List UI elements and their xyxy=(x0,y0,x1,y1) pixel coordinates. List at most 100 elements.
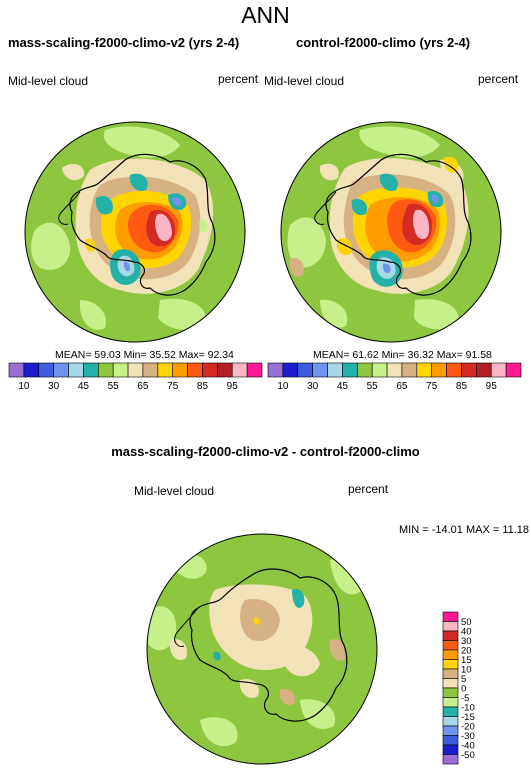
panel1-colorbar-box xyxy=(157,362,174,378)
panel2-colorbar-box xyxy=(490,362,507,378)
panel2-colorbar-box xyxy=(416,362,433,378)
panel2-colorbar-box xyxy=(461,362,477,378)
panel1-units-label: percent xyxy=(218,72,259,86)
panel2-colorbar-box xyxy=(297,362,313,378)
diff-colorbar-box xyxy=(442,725,459,736)
panel1-colorbar-box xyxy=(38,362,54,378)
diff-colorbar-tick-label: -5 xyxy=(461,693,469,704)
panel1-coastline xyxy=(69,153,216,296)
diff-colorbar-tick-label: 40 xyxy=(461,627,472,638)
diff-colorbar-box xyxy=(442,678,459,689)
diff-colorbar-tick-label: 15 xyxy=(461,655,472,666)
panel2-colorbar-box xyxy=(476,362,492,378)
diff-colorbar-tick-label: -10 xyxy=(461,703,475,714)
panel2-colorbar-box xyxy=(431,362,447,378)
panel2-colorbar: 10 30 45 55 65 75 85 95 xyxy=(267,362,522,392)
diff-colorbar-box xyxy=(442,687,459,698)
panel1-colorbar-box xyxy=(8,362,25,378)
panel1-map-border xyxy=(24,121,246,343)
diff-colorbar-box xyxy=(442,630,459,641)
diff-colorbar-tick-label: 20 xyxy=(461,646,472,657)
diff-colorbar-box xyxy=(442,659,459,670)
diff-colorbar-tick-label: -20 xyxy=(461,722,475,733)
diff-colorbar-tick-label: 30 xyxy=(461,636,472,647)
diff-title: mass-scaling-f2000-climo-v2 - control-f2… xyxy=(111,444,420,459)
panel1-colorbar-box xyxy=(142,362,159,378)
panel1-variable-label: Mid-level cloud xyxy=(8,74,89,88)
diff-colorbar-tick-label: 50 xyxy=(461,617,472,628)
diff-coastline xyxy=(189,568,348,722)
panel1-colorbar-box xyxy=(112,362,129,378)
panel2-colorbar-box xyxy=(342,362,358,378)
panel1-colorbar-box xyxy=(202,362,218,378)
panel2-map xyxy=(281,122,501,342)
panel1-colorbar-box xyxy=(68,362,84,378)
panel1-colorbar-box xyxy=(217,362,233,378)
panel2-colorbar-tick-label: 30 xyxy=(307,381,319,392)
diff-colorbar-box xyxy=(442,754,459,765)
panel1-colorbar-box xyxy=(246,362,263,378)
panel1-colorbar-tick-label: 85 xyxy=(197,381,209,392)
panel2-coastline xyxy=(325,153,472,296)
panel1-colorbar-box xyxy=(83,362,99,378)
panel2-colorbar-box xyxy=(356,362,373,378)
panel2-colorbar-tick-label: 55 xyxy=(367,381,379,392)
panel1-colorbar-box xyxy=(23,362,40,378)
panel2-colorbar-tick-label: 10 xyxy=(277,381,289,392)
panel1-colorbar-tick-label: 95 xyxy=(227,381,239,392)
panel2-colorbar-box xyxy=(446,362,462,378)
diff-colorbar-box xyxy=(442,706,459,717)
panel1-colorbar-box xyxy=(97,362,114,378)
panel2-variable-label: Mid-level cloud xyxy=(264,74,345,88)
panel2-colorbar-box xyxy=(267,362,284,378)
panel1-colorbar-tick-label: 55 xyxy=(108,381,120,392)
diff-map-border xyxy=(146,533,378,765)
panel2-title: control-f2000-climo (yrs 2-4) xyxy=(296,35,471,50)
diff-map xyxy=(147,534,377,764)
panel1-colorbar-tick-label: 75 xyxy=(167,381,179,392)
diff-colorbar-tick-label: -50 xyxy=(461,750,475,761)
diff-colorbar-tick-label: -40 xyxy=(461,741,475,752)
panel2-colorbar-tick-label: 65 xyxy=(396,381,408,392)
page-title: ANN xyxy=(241,2,290,28)
panel2-map-border xyxy=(280,121,502,343)
diff-minmax-stats: MIN = -14.01 MAX = 11.18 xyxy=(399,524,530,536)
panel2-colorbar-box xyxy=(282,362,299,378)
diff-units-label: percent xyxy=(348,482,389,496)
panel2-units-label: percent xyxy=(478,72,519,86)
panel1-colorbar-tick-label: 30 xyxy=(48,381,60,392)
panel2-colorbar-tick-label: 45 xyxy=(337,381,349,392)
diff-colorbar-box xyxy=(442,668,459,679)
panel2-colorbar-tick-label: 95 xyxy=(486,381,498,392)
panel2-colorbar-box xyxy=(401,362,418,378)
panel2-colorbar-tick-label: 85 xyxy=(456,381,468,392)
panel2-colorbar-box xyxy=(386,362,403,378)
diff-colorbar-tick-label: 10 xyxy=(461,665,472,676)
panel1-colorbar-box xyxy=(172,362,188,378)
panel1-colorbar-box xyxy=(187,362,203,378)
diff-colorbar-box xyxy=(442,621,459,632)
diff-colorbar-box xyxy=(442,735,459,746)
panel2-colorbar-box xyxy=(327,362,343,378)
panel2-colorbar-tick-label: 75 xyxy=(426,381,438,392)
diff-colorbar-box xyxy=(442,640,459,651)
panel1-stats: MEAN= 59.03 Min= 35.52 Max= 92.34 xyxy=(55,349,234,361)
panel1-colorbar-box xyxy=(231,362,248,378)
panel1-colorbar-box xyxy=(127,362,144,378)
diff-variable-label: Mid-level cloud xyxy=(134,484,215,498)
panel1-map xyxy=(25,122,245,342)
panel1-colorbar-box xyxy=(53,362,69,378)
diff-colorbar-tick-label: -30 xyxy=(461,731,475,742)
panel1-colorbar-tick-label: 10 xyxy=(18,381,30,392)
diff-colorbar-box xyxy=(442,697,459,708)
diff-colorbar-box xyxy=(442,649,459,660)
panel1-colorbar-tick-label: 65 xyxy=(137,381,149,392)
panel2-colorbar-box xyxy=(371,362,388,378)
diff-colorbar-box xyxy=(442,611,459,622)
diff-colorbar-tick-label: -15 xyxy=(461,712,475,723)
panel2-colorbar-box xyxy=(505,362,522,378)
diff-colorbar-tick-label: 5 xyxy=(461,674,466,685)
diff-colorbar-box xyxy=(442,716,459,727)
